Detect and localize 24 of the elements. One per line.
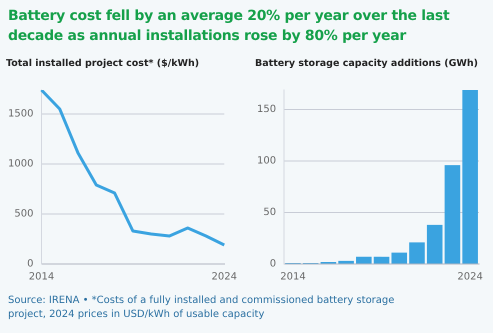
- chart-title: Battery cost fell by an average 20% per year over the last decade as annual installations rose by 80% per year: [8, 7, 450, 46]
- bar: [374, 256, 390, 264]
- y-tick-label: 1500: [8, 108, 34, 120]
- bar: [426, 224, 442, 264]
- y-tick-label: 150: [256, 104, 276, 116]
- bar: [409, 242, 425, 264]
- x-tick-label: 2024: [212, 272, 237, 283]
- y-tick-label: 100: [256, 156, 276, 167]
- y-tick-label: 0: [27, 258, 34, 270]
- bar: [391, 252, 408, 264]
- y-tick-label: 1000: [8, 158, 34, 170]
- chart-subtitle: Battery storage capacity additions (GWh): [255, 58, 479, 71]
- x-tick-label: 2024: [457, 272, 483, 283]
- bar: [338, 260, 354, 264]
- bar: [356, 256, 372, 264]
- y-tick-label: 50: [263, 207, 276, 218]
- bar: [444, 165, 460, 264]
- bar: [462, 90, 478, 264]
- source-note: Source: IRENA • *Costs of a fully installed and commissioned battery storage project, 2024 prices in USD/kWh of usable capacity: [8, 294, 396, 322]
- x-tick-label: 2014: [28, 272, 54, 283]
- chart-subtitle: Total installed project cost* ($/kWh): [6, 58, 200, 71]
- x-tick-label: 2014: [280, 272, 306, 283]
- y-tick-label: 500: [14, 208, 34, 220]
- y-tick-label: 0: [270, 258, 276, 270]
